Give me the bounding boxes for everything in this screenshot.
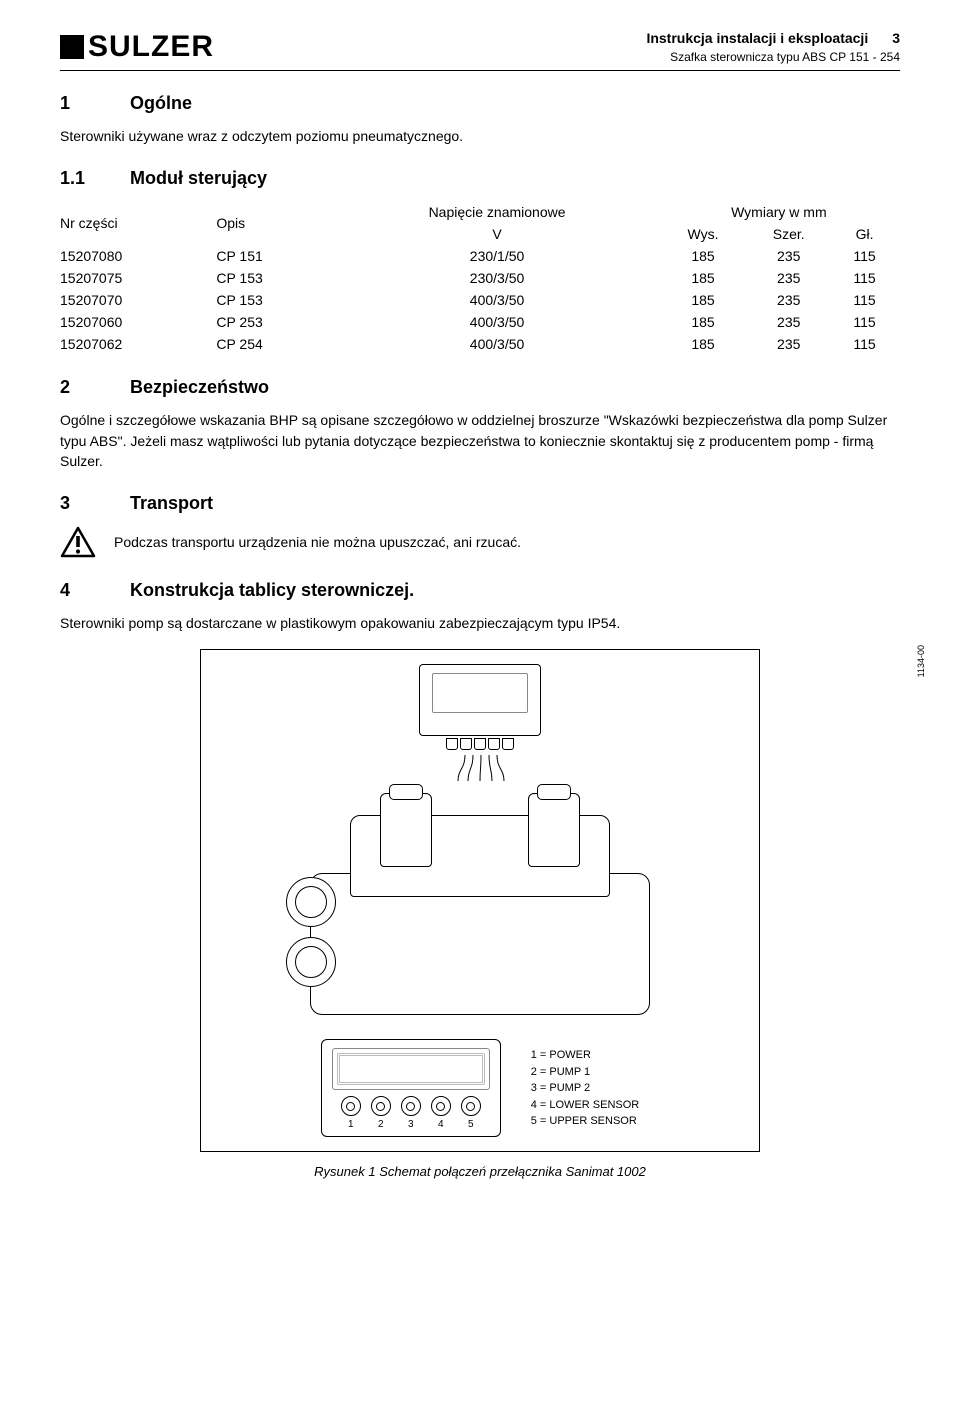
section-title: Transport bbox=[130, 493, 213, 514]
section-2-text: Ogólne i szczegółowe wskazania BHP są op… bbox=[60, 410, 900, 471]
brand-logo: SULZER bbox=[60, 30, 214, 64]
col-width: Szer. bbox=[748, 223, 835, 245]
connector-box-icon: 1 2 3 4 5 bbox=[321, 1039, 501, 1137]
section-1-1-heading: 1.1 Moduł sterujący bbox=[60, 168, 900, 189]
section-2-heading: 2 Bezpieczeństwo bbox=[60, 377, 900, 398]
section-number: 4 bbox=[60, 580, 130, 601]
section-4-text: Sterowniki pomp są dostarczane w plastik… bbox=[60, 613, 900, 633]
terminal-label: 1 bbox=[348, 1119, 354, 1130]
logo-text: SULZER bbox=[88, 30, 214, 64]
terminal-icon bbox=[371, 1096, 391, 1116]
section-number: 3 bbox=[60, 493, 130, 514]
figure-1: 1 2 3 4 5 1 = POWER 2 = PUMP 1 3 = PUMP … bbox=[200, 649, 760, 1152]
legend-item: 4 = LOWER SENSOR bbox=[531, 1097, 640, 1114]
terminal-label: 5 bbox=[468, 1119, 474, 1130]
terminal-label: 4 bbox=[438, 1119, 444, 1130]
figure-ref-number: 1134-00 bbox=[916, 645, 926, 677]
section-3-heading: 3 Transport bbox=[60, 493, 900, 514]
col-voltage: Napięcie znamionowe bbox=[336, 201, 663, 223]
terminal-label: 2 bbox=[378, 1119, 384, 1130]
header-meta: Instrukcja instalacji i eksploatacji 3 S… bbox=[646, 30, 900, 64]
col-dimensions: Wymiary w mm bbox=[664, 201, 900, 223]
section-title: Moduł sterujący bbox=[130, 168, 267, 189]
figure-caption: Rysunek 1 Schemat połączeń przełącznika … bbox=[60, 1164, 900, 1179]
section-1-text: Sterowniki używane wraz z odczytem pozio… bbox=[60, 126, 900, 146]
section-title: Bezpieczeństwo bbox=[130, 377, 269, 398]
parts-table: Nr części Opis Napięcie znamionowe Wymia… bbox=[60, 201, 900, 355]
table-row: 15207080 CP 151 230/1/50 185 235 115 bbox=[60, 245, 900, 267]
section-title: Ogólne bbox=[130, 93, 192, 114]
pump-diagram bbox=[270, 785, 690, 1015]
table-row: 15207075 CP 153 230/3/50 185 235 115 bbox=[60, 267, 900, 289]
section-1-heading: 1 Ogólne bbox=[60, 93, 900, 114]
col-desc: Opis bbox=[216, 201, 336, 245]
legend-item: 5 = UPPER SENSOR bbox=[531, 1113, 640, 1130]
terminal-icon bbox=[461, 1096, 481, 1116]
terminal-icon bbox=[341, 1096, 361, 1116]
terminal-label: 3 bbox=[408, 1119, 414, 1130]
legend-item: 3 = PUMP 2 bbox=[531, 1080, 640, 1097]
doc-subtitle: Szafka sterownicza typu ABS CP 151 - 254 bbox=[646, 50, 900, 64]
terminal-icon bbox=[401, 1096, 421, 1116]
col-depth: Gł. bbox=[835, 223, 900, 245]
warning-text: Podczas transportu urządzenia nie można … bbox=[114, 534, 521, 550]
terminal-icon bbox=[431, 1096, 451, 1116]
doc-title: Instrukcja instalacji i eksploatacji bbox=[646, 30, 868, 46]
col-voltage-unit: V bbox=[336, 223, 663, 245]
page-header: SULZER Instrukcja instalacji i eksploata… bbox=[60, 30, 900, 71]
section-number: 1 bbox=[60, 93, 130, 114]
section-number: 1.1 bbox=[60, 168, 130, 189]
legend-item: 2 = PUMP 1 bbox=[531, 1064, 640, 1081]
cable-icon bbox=[215, 755, 745, 779]
table-row: 15207070 CP 153 400/3/50 185 235 115 bbox=[60, 289, 900, 311]
logo-mark-icon bbox=[60, 35, 84, 59]
page-number: 3 bbox=[892, 30, 900, 46]
control-box-icon bbox=[419, 664, 541, 736]
warning-row: Podczas transportu urządzenia nie można … bbox=[60, 526, 900, 558]
col-part-no: Nr części bbox=[60, 201, 216, 245]
legend-item: 1 = POWER bbox=[531, 1047, 640, 1064]
section-title: Konstrukcja tablicy sterowniczej. bbox=[130, 580, 414, 601]
col-height: Wys. bbox=[664, 223, 749, 245]
section-number: 2 bbox=[60, 377, 130, 398]
table-row: 15207060 CP 253 400/3/50 185 235 115 bbox=[60, 311, 900, 333]
table-row: 15207062 CP 254 400/3/50 185 235 115 bbox=[60, 333, 900, 355]
section-4-heading: 4 Konstrukcja tablicy sterowniczej. bbox=[60, 580, 900, 601]
figure-legend: 1 = POWER 2 = PUMP 1 3 = PUMP 2 4 = LOWE… bbox=[531, 1047, 640, 1130]
warning-icon bbox=[60, 526, 96, 558]
